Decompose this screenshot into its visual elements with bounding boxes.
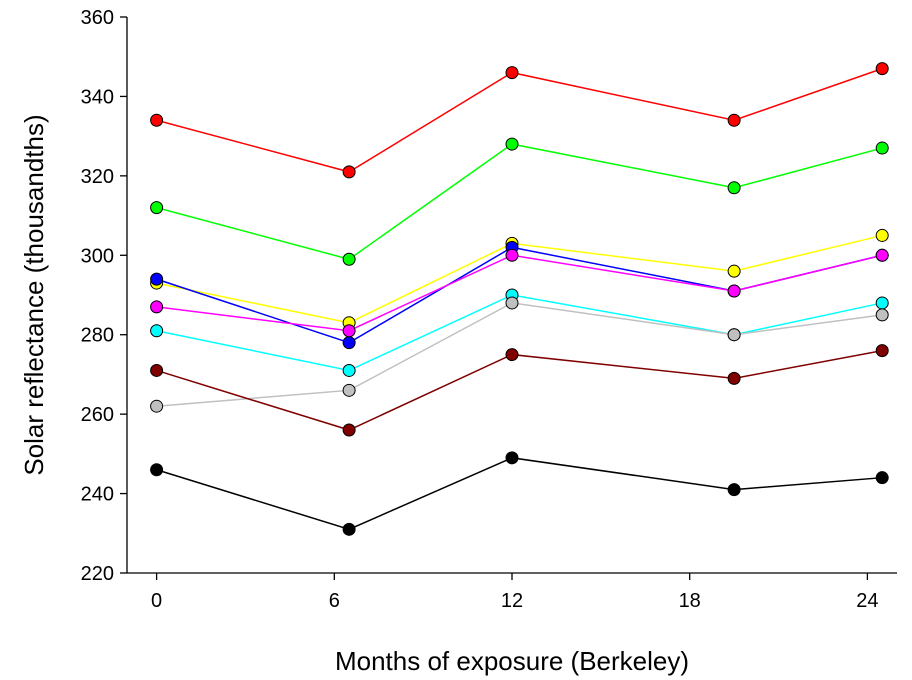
x-tick-label: 24 — [856, 590, 878, 612]
data-point-series-5 — [875, 248, 889, 262]
data-point-series-5 — [150, 300, 164, 314]
data-point-series-6 — [875, 296, 889, 310]
data-point-series-8 — [505, 348, 519, 362]
series-line-1 — [156, 67, 883, 173]
data-point-series-1 — [150, 113, 164, 127]
data-point-series-3 — [727, 264, 741, 278]
data-point-series-7 — [150, 399, 164, 413]
series-lines — [156, 67, 883, 531]
data-point-series-7 — [505, 296, 519, 310]
data-point-series-9 — [505, 451, 519, 465]
y-tick-label: 300 — [81, 245, 114, 267]
data-point-series-9 — [342, 522, 356, 536]
series-markers — [150, 62, 889, 536]
x-tick-label: 12 — [501, 590, 523, 612]
data-point-series-9 — [150, 463, 164, 477]
axes: 220 240 260 280 300 320 340 360 0 6 12 18 24 — [81, 7, 897, 612]
series-line-5 — [156, 254, 883, 332]
y-tick-label: 220 — [81, 563, 114, 585]
data-point-series-4 — [150, 272, 164, 286]
data-point-series-9 — [727, 483, 741, 497]
y-tick-label: 240 — [81, 484, 114, 506]
y-tick-label: 280 — [81, 325, 114, 347]
series-line-2 — [156, 143, 883, 261]
data-point-series-6 — [150, 324, 164, 338]
data-point-series-7 — [875, 308, 889, 322]
data-point-series-2 — [150, 201, 164, 215]
data-point-series-8 — [150, 363, 164, 377]
data-point-series-4 — [342, 336, 356, 350]
x-tick-label: 0 — [151, 590, 162, 612]
data-point-series-5 — [727, 284, 741, 298]
y-tick-label: 360 — [81, 7, 114, 29]
data-point-series-1 — [727, 113, 741, 127]
data-point-series-6 — [342, 363, 356, 377]
data-point-series-9 — [875, 471, 889, 485]
data-point-series-2 — [505, 137, 519, 151]
data-point-series-8 — [342, 423, 356, 437]
series-line-7 — [156, 302, 883, 407]
y-tick-label: 320 — [81, 166, 114, 188]
y-tick-label: 260 — [81, 404, 114, 426]
x-axis-title: Months of exposure (Berkeley) — [335, 646, 689, 676]
data-point-series-2 — [727, 181, 741, 195]
data-point-series-8 — [875, 344, 889, 358]
data-point-series-5 — [505, 248, 519, 262]
series-line-9 — [156, 457, 883, 531]
data-point-series-1 — [342, 165, 356, 179]
data-point-series-3 — [875, 228, 889, 242]
y-tick-label: 340 — [81, 86, 114, 108]
series-group — [150, 62, 889, 536]
data-point-series-5 — [342, 324, 356, 338]
data-point-series-7 — [727, 328, 741, 342]
y-axis-title: Solar reflectance (thousandths) — [19, 114, 49, 475]
data-point-series-7 — [342, 383, 356, 397]
series-line-8 — [156, 349, 883, 431]
data-point-series-1 — [505, 66, 519, 80]
series-line-6 — [156, 294, 883, 372]
x-tick-label: 18 — [679, 590, 701, 612]
data-point-series-1 — [875, 62, 889, 76]
x-tick-label: 6 — [329, 590, 340, 612]
data-point-series-2 — [342, 252, 356, 266]
data-point-series-2 — [875, 141, 889, 155]
data-point-series-8 — [727, 371, 741, 385]
